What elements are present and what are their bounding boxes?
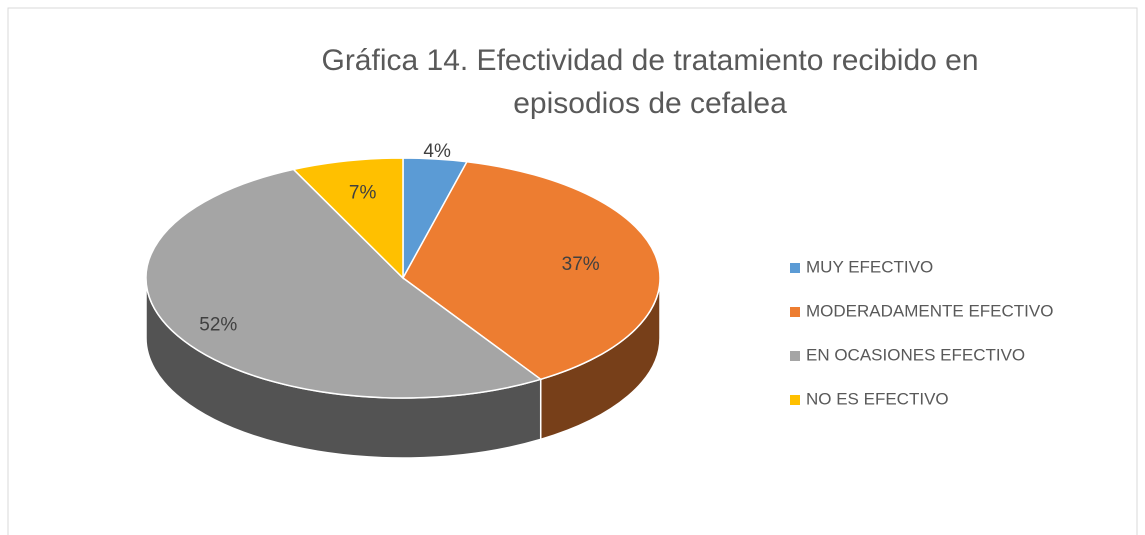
legend-label: NO ES EFECTIVO bbox=[806, 389, 949, 408]
legend-swatch bbox=[790, 395, 800, 405]
data-label: 4% bbox=[423, 141, 451, 162]
chart-border bbox=[7, 7, 1138, 535]
data-label: 7% bbox=[349, 183, 377, 204]
legend-swatch bbox=[790, 307, 800, 317]
legend-swatch bbox=[790, 263, 800, 273]
legend-label: MODERADAMENTE EFECTIVO bbox=[806, 301, 1053, 320]
data-label: 37% bbox=[562, 254, 600, 275]
legend-swatch bbox=[790, 351, 800, 361]
legend-label: EN OCASIONES EFECTIVO bbox=[806, 345, 1025, 364]
legend-label: MUY EFECTIVO bbox=[806, 257, 933, 276]
pie-slice bbox=[292, 157, 404, 280]
chart-title: Gráfica 14. Efectividad de tratamiento r… bbox=[321, 44, 978, 120]
pie-slice bbox=[145, 168, 543, 399]
data-label: 52% bbox=[199, 314, 237, 335]
